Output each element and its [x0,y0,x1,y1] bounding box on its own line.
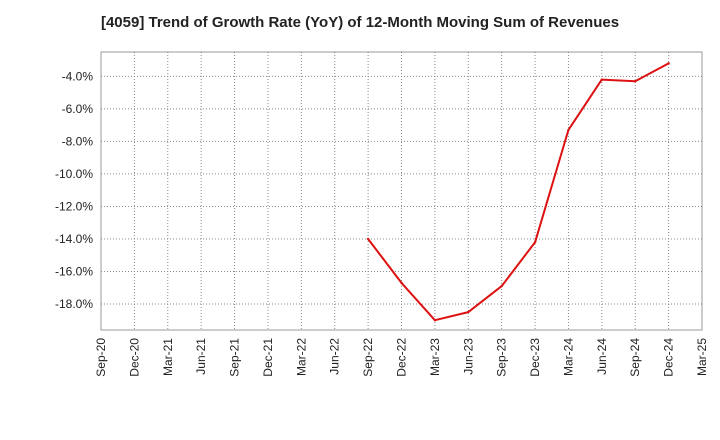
x-tick-label: Dec-24 [662,338,676,377]
x-tick-label: Sep-24 [628,338,642,377]
x-tick-label: Sep-23 [495,338,509,377]
x-tick-label: Dec-21 [261,338,275,377]
series-line-0 [367,62,670,322]
data-point [600,78,604,81]
y-tick-label: -18.0% [55,297,93,311]
data-point [433,319,437,322]
y-tick-label: -10.0% [55,167,93,181]
x-tick-label: Jun-22 [328,338,342,375]
x-tick-label: Dec-22 [395,338,409,377]
data-point [634,80,637,83]
x-tick-label: Mar-21 [161,338,175,376]
x-tick-label: Sep-20 [94,338,108,377]
data-point [467,310,470,314]
x-tick-label: Dec-20 [127,338,141,377]
y-tick-label: -12.0% [55,199,93,213]
x-tick-label: Jun-21 [194,338,208,375]
x-tick-label: Mar-22 [294,338,308,376]
data-point [500,284,503,288]
x-tick-label: Sep-21 [228,338,242,377]
y-tick-label: -16.0% [55,264,93,278]
y-tick-label: -6.0% [62,102,94,116]
x-tick-label: Dec-23 [528,338,542,377]
y-tick-label: -4.0% [62,69,94,83]
chart-title: [4059] Trend of Growth Rate (YoY) of 12-… [100,14,620,31]
x-tick-label: Sep-22 [361,338,375,377]
y-tick-label: -8.0% [62,134,94,148]
data-point [567,128,570,132]
data-point [667,62,670,65]
x-tick-label: Mar-24 [561,338,575,376]
x-tick-label: Mar-25 [695,338,709,376]
x-tick-label: Jun-24 [595,338,609,375]
x-tick-label: Mar-23 [428,338,442,376]
data-point [366,237,370,241]
data-point [400,281,403,285]
x-tick-label: Jun-23 [461,338,475,375]
data-point [533,241,537,244]
axis-labels: -4.0% -6.0% -8.0% -10.0% -12.0% -14.0% -16.0% -… [55,69,709,376]
series-layer [366,62,670,322]
y-tick-label: -14.0% [55,232,93,246]
grid-lines [101,52,702,330]
